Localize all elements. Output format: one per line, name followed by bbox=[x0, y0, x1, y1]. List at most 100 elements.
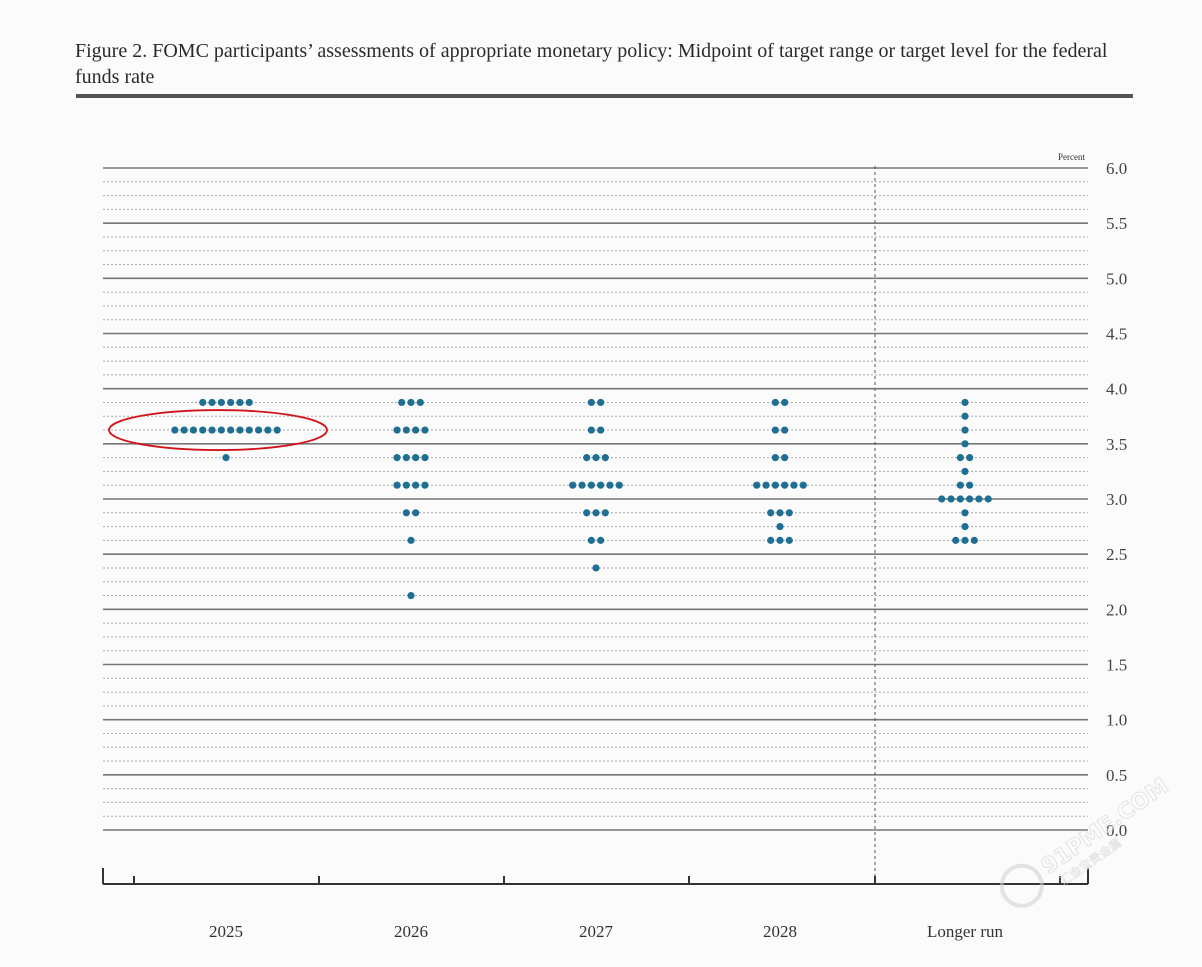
dot-point bbox=[587, 426, 595, 434]
dot-point bbox=[208, 426, 216, 434]
dot-point bbox=[398, 398, 406, 407]
dot-point bbox=[947, 495, 955, 503]
dot-point bbox=[961, 412, 969, 420]
dot-point bbox=[421, 481, 429, 489]
dot-point bbox=[799, 481, 807, 489]
dot-point bbox=[412, 426, 420, 434]
highlight-ellipse bbox=[108, 409, 328, 451]
dot-point bbox=[781, 398, 789, 407]
dot-point bbox=[264, 426, 272, 434]
dot-point bbox=[597, 481, 605, 489]
dot-point bbox=[956, 481, 964, 489]
watermark-ring-icon bbox=[999, 863, 1044, 908]
dot-point bbox=[961, 398, 969, 407]
dot-point bbox=[597, 426, 605, 434]
dot-point bbox=[592, 454, 600, 462]
dot-point bbox=[180, 426, 188, 434]
y-tick-label: 4.0 bbox=[1106, 380, 1127, 399]
dot-point bbox=[254, 426, 263, 434]
dot-point bbox=[961, 440, 969, 448]
dot-point bbox=[767, 509, 775, 517]
dot-point bbox=[421, 454, 429, 462]
dot-point bbox=[767, 536, 775, 544]
x-category-label: 2027 bbox=[579, 922, 614, 941]
dot-point bbox=[273, 426, 281, 434]
dot-point bbox=[781, 426, 789, 434]
dot-point bbox=[961, 536, 969, 544]
title-rule bbox=[76, 94, 1133, 98]
dot-point bbox=[407, 536, 415, 544]
y-tick-label: 5.5 bbox=[1106, 214, 1127, 233]
dot-point bbox=[245, 426, 253, 434]
dot-point bbox=[199, 398, 207, 407]
x-category-label: 2026 bbox=[394, 922, 428, 941]
dot-point bbox=[597, 398, 605, 407]
dot-point bbox=[421, 426, 429, 434]
dot-point bbox=[393, 426, 401, 434]
dot-point bbox=[189, 426, 198, 434]
dot-point bbox=[952, 536, 960, 544]
dot-point bbox=[412, 454, 420, 462]
dot-point bbox=[966, 481, 974, 489]
dot-point bbox=[785, 509, 793, 517]
dot-point bbox=[171, 426, 179, 434]
dot-point bbox=[597, 536, 605, 544]
dot-point bbox=[583, 454, 591, 462]
dot-point bbox=[956, 495, 964, 503]
dot-point bbox=[199, 426, 207, 434]
dot-point bbox=[785, 536, 793, 544]
dot-point bbox=[416, 398, 424, 407]
y-tick-label: 0.0 bbox=[1106, 821, 1127, 840]
dot-point bbox=[227, 426, 235, 434]
dot-point bbox=[606, 481, 614, 489]
x-category-label: 2028 bbox=[763, 922, 797, 941]
dot-point bbox=[771, 481, 779, 489]
y-tick-label: 3.0 bbox=[1106, 490, 1127, 509]
dot-point bbox=[402, 481, 410, 489]
unit-label: Percent bbox=[1058, 152, 1085, 162]
y-tick-label: 2.5 bbox=[1106, 545, 1127, 564]
dot-point bbox=[970, 536, 978, 544]
dot-point bbox=[245, 398, 253, 407]
dot-point bbox=[961, 509, 969, 517]
dot-point bbox=[966, 454, 974, 462]
dot-point bbox=[776, 509, 784, 517]
dot-point bbox=[601, 509, 609, 517]
dot-point bbox=[587, 481, 595, 489]
dot-point bbox=[402, 426, 410, 434]
dot-point bbox=[601, 454, 609, 462]
dot-point bbox=[592, 509, 600, 517]
dot-point bbox=[592, 564, 600, 572]
dot-point bbox=[984, 495, 992, 503]
dot-point bbox=[961, 522, 969, 531]
dot-point bbox=[236, 426, 244, 434]
x-category-label: 2025 bbox=[209, 922, 243, 941]
figure-title: Figure 2. FOMC participants’ assessments… bbox=[75, 40, 1108, 88]
dot-point bbox=[781, 481, 789, 489]
y-tick-label: 0.5 bbox=[1106, 766, 1127, 785]
dot-point bbox=[407, 591, 415, 600]
dot-point bbox=[961, 467, 969, 476]
dot-point bbox=[771, 426, 779, 434]
dot-point bbox=[583, 509, 591, 517]
dot-point bbox=[776, 522, 784, 531]
y-tick-label: 3.5 bbox=[1106, 435, 1127, 454]
dot-point bbox=[771, 454, 779, 462]
dot-point bbox=[781, 454, 789, 462]
dot-point bbox=[587, 398, 595, 407]
dot-point bbox=[961, 426, 969, 434]
y-tick-label: 1.0 bbox=[1106, 711, 1127, 730]
dot-point bbox=[217, 426, 225, 434]
dot-point bbox=[208, 398, 216, 407]
dot-point bbox=[771, 398, 779, 407]
dot-point bbox=[412, 509, 420, 517]
dot-point bbox=[956, 454, 964, 462]
dot-point bbox=[402, 509, 410, 517]
dot-point bbox=[790, 481, 798, 489]
dot-point bbox=[217, 398, 225, 407]
dot-point bbox=[402, 454, 410, 462]
y-tick-label: 2.0 bbox=[1106, 600, 1127, 619]
